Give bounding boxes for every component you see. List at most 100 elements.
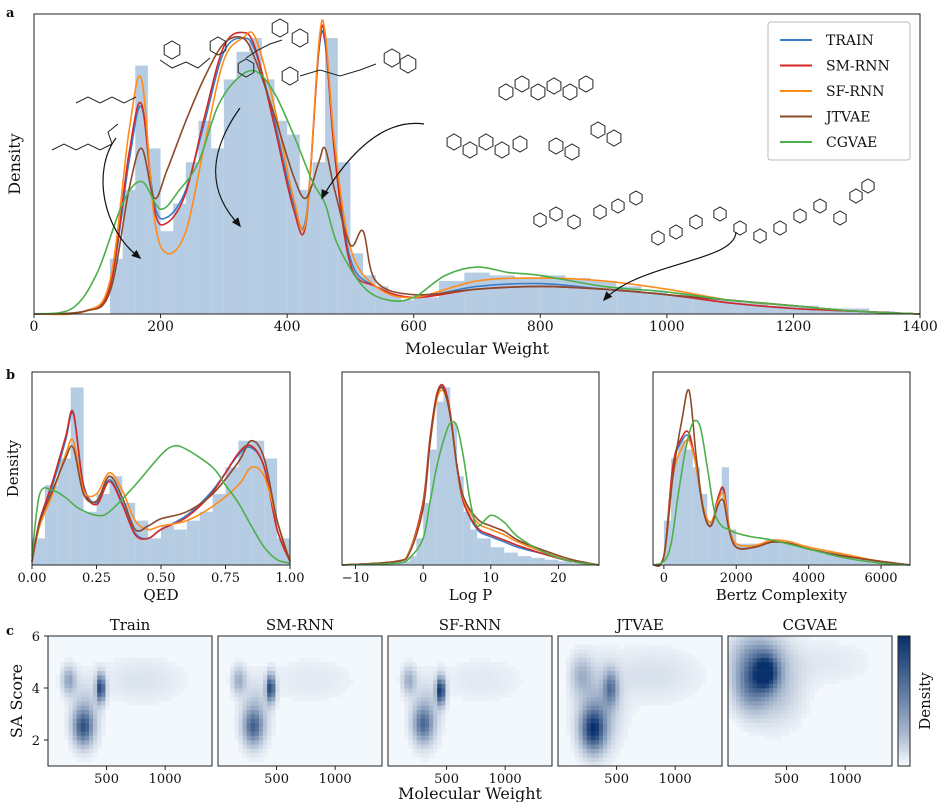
heatmap-cell bbox=[321, 679, 325, 684]
heatmap-cell bbox=[798, 675, 802, 680]
heatmap-cell bbox=[677, 653, 681, 658]
heatmap-cell bbox=[814, 640, 818, 645]
heatmap-cell bbox=[777, 666, 781, 671]
heatmap-cell bbox=[247, 740, 251, 745]
heatmap-cell bbox=[702, 675, 706, 680]
heatmap-cell bbox=[615, 727, 619, 732]
heatmap-cell bbox=[620, 718, 624, 723]
heatmap-cell bbox=[611, 740, 615, 745]
heatmap-cell bbox=[409, 688, 413, 693]
heatmap-cell bbox=[681, 684, 685, 689]
heatmap-cell bbox=[732, 649, 736, 654]
heatmap-cell bbox=[101, 723, 105, 728]
heatmap-cell bbox=[259, 679, 263, 684]
heatmap-cell bbox=[247, 736, 251, 741]
heatmap-cell bbox=[810, 645, 814, 650]
heatmap-cell bbox=[175, 688, 179, 693]
heatmap-cell bbox=[648, 701, 652, 706]
heatmap-cell bbox=[404, 731, 408, 736]
heatmap-cell bbox=[251, 718, 255, 723]
heatmap-cell bbox=[673, 675, 677, 680]
heatmap-cell bbox=[749, 658, 753, 663]
heatmap-cell bbox=[579, 679, 583, 684]
heatmap-cell bbox=[806, 636, 810, 641]
heatmap-cell bbox=[603, 679, 607, 684]
heatmap-cell bbox=[247, 718, 251, 723]
heatmap-cell bbox=[806, 679, 810, 684]
heatmap-ytick-label: 2 bbox=[32, 734, 40, 749]
heatmap-cell bbox=[781, 636, 785, 641]
heatmap-cell bbox=[644, 662, 648, 667]
heatmap-cell bbox=[110, 662, 114, 667]
heatmap-cell bbox=[60, 675, 64, 680]
heatmap-cell bbox=[570, 723, 574, 728]
heatmap-cell bbox=[847, 662, 851, 667]
heatmap-cell bbox=[587, 688, 591, 693]
heatmap-cell bbox=[470, 671, 474, 676]
heatmap-cell bbox=[413, 697, 417, 702]
heatmap-cell bbox=[85, 679, 89, 684]
heatmap-cell bbox=[806, 671, 810, 676]
heatmap-cell bbox=[599, 658, 603, 663]
heatmap-cell bbox=[304, 671, 308, 676]
heatmap-cell bbox=[806, 658, 810, 663]
heatmap-cell bbox=[794, 649, 798, 654]
heatmap-cell bbox=[628, 666, 632, 671]
heatmap-cell bbox=[810, 688, 814, 693]
heatmap-cell bbox=[239, 697, 243, 702]
heatmap-cell bbox=[482, 671, 486, 676]
heatmap-cell bbox=[761, 666, 765, 671]
heatmap-cell bbox=[798, 701, 802, 706]
heatmap-cell bbox=[818, 645, 822, 650]
heatmap-cell bbox=[732, 679, 736, 684]
heatmap-cell bbox=[470, 684, 474, 689]
heatmap-cell bbox=[757, 662, 761, 667]
heatmap-cell bbox=[325, 679, 329, 684]
heatmap-cell bbox=[69, 727, 73, 732]
heatmap-cell bbox=[126, 675, 130, 680]
heatmap-cell bbox=[230, 675, 234, 680]
heatmap-cell bbox=[511, 679, 515, 684]
heatmap-cell bbox=[781, 649, 785, 654]
heatmap-cell bbox=[474, 692, 478, 697]
heatmap-cell bbox=[607, 718, 611, 723]
heatmap-cell bbox=[138, 658, 142, 663]
heatmap-cell bbox=[753, 731, 757, 736]
heatmap-cell bbox=[583, 649, 587, 654]
heatmap-cell bbox=[648, 684, 652, 689]
heatmap-cell bbox=[591, 744, 595, 749]
heatmap-cell bbox=[798, 640, 802, 645]
heatmap-cell bbox=[491, 684, 495, 689]
molecule-ring bbox=[591, 122, 605, 138]
heatmap-cell bbox=[652, 688, 656, 693]
heatmap-cell bbox=[404, 727, 408, 732]
heatmap-cell bbox=[570, 671, 574, 676]
heatmap-cell bbox=[777, 736, 781, 741]
heatmap-cell bbox=[591, 697, 595, 702]
heatmap-cell bbox=[570, 736, 574, 741]
heatmap-cell bbox=[421, 740, 425, 745]
heatmap-cell bbox=[802, 666, 806, 671]
heatmap-cell bbox=[669, 658, 673, 663]
heatmap-cell bbox=[574, 749, 578, 754]
heatmap-cell bbox=[632, 671, 636, 676]
b2-histogram bbox=[396, 387, 585, 565]
heatmap-cell bbox=[482, 662, 486, 667]
heatmap-cell bbox=[595, 749, 599, 754]
a-hist-bar bbox=[249, 38, 262, 314]
heatmap-cell bbox=[142, 688, 146, 693]
heatmap-cell bbox=[777, 710, 781, 715]
heatmap-cell bbox=[441, 688, 445, 693]
heatmap-cell bbox=[97, 744, 101, 749]
heatmap-cell bbox=[728, 666, 732, 671]
heatmap-cell bbox=[73, 684, 77, 689]
heatmap-cell bbox=[64, 710, 68, 715]
heatmap-cell bbox=[470, 679, 474, 684]
heatmap-cell bbox=[89, 710, 93, 715]
heatmap-cell bbox=[234, 692, 238, 697]
heatmap-cell bbox=[507, 666, 511, 671]
heatmap-cell bbox=[151, 658, 155, 663]
heatmap-cell bbox=[421, 727, 425, 732]
heatmap-cell bbox=[175, 684, 179, 689]
heatmap-cell bbox=[591, 688, 595, 693]
